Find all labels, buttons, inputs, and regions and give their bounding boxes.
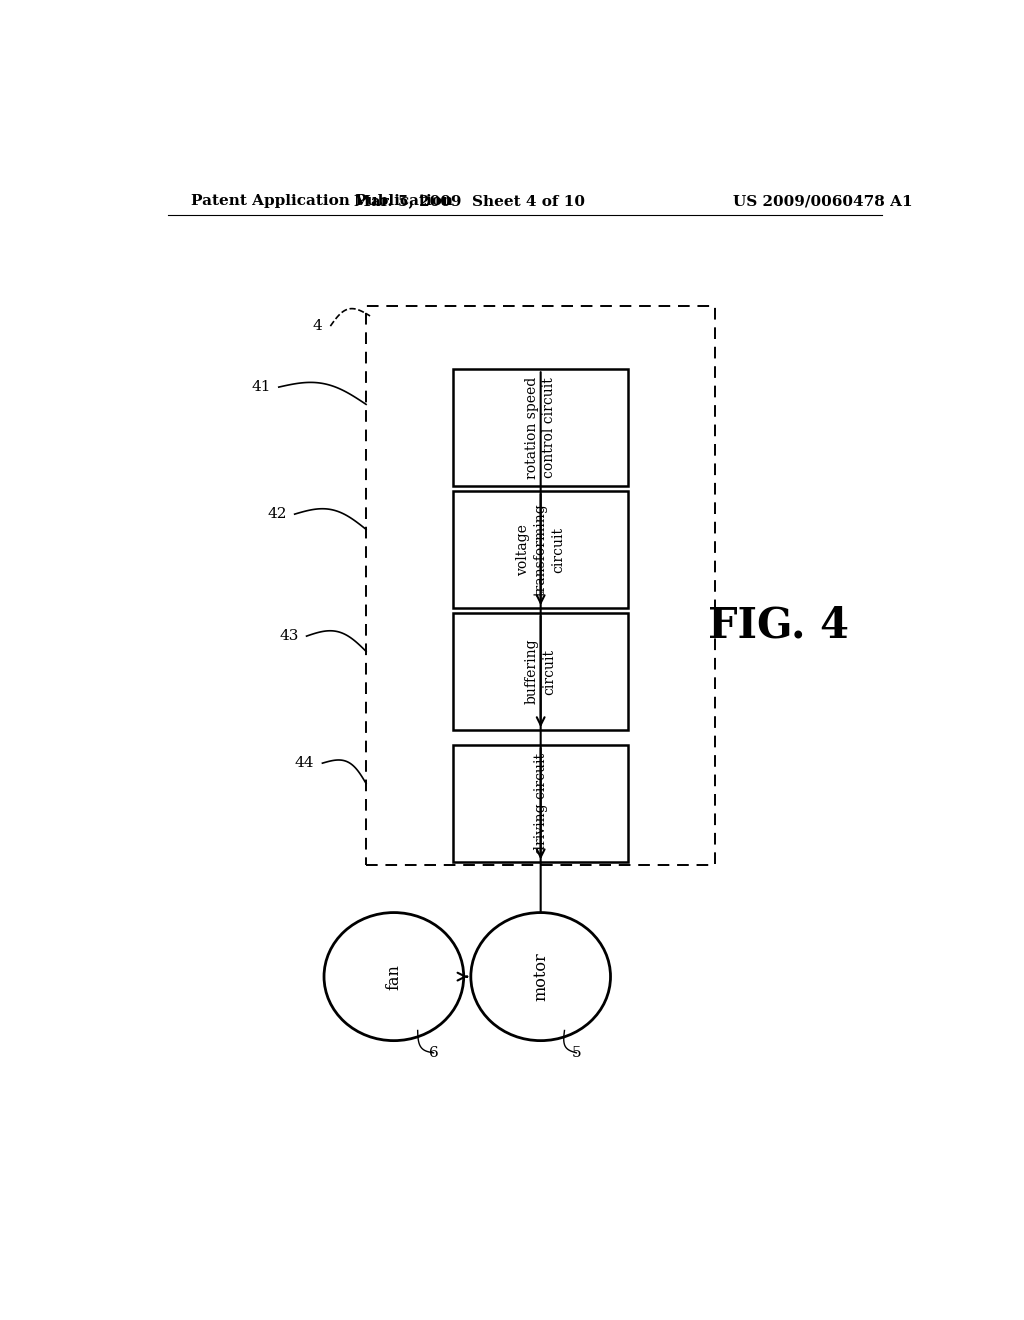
Text: 6: 6 bbox=[429, 1045, 438, 1060]
Text: fan: fan bbox=[385, 964, 402, 990]
Ellipse shape bbox=[324, 912, 464, 1040]
Text: 42: 42 bbox=[267, 507, 287, 521]
Text: Mar. 5, 2009  Sheet 4 of 10: Mar. 5, 2009 Sheet 4 of 10 bbox=[353, 194, 585, 209]
Text: buffering
circuit: buffering circuit bbox=[525, 639, 556, 705]
Text: 44: 44 bbox=[295, 756, 314, 770]
Bar bbox=[454, 491, 628, 609]
Ellipse shape bbox=[471, 912, 610, 1040]
Text: driving circuit: driving circuit bbox=[534, 754, 548, 854]
Text: Patent Application Publication: Patent Application Publication bbox=[191, 194, 454, 209]
Text: 5: 5 bbox=[571, 1045, 582, 1060]
Text: 41: 41 bbox=[251, 380, 270, 395]
Text: voltage
transforming
circuit: voltage transforming circuit bbox=[516, 503, 565, 597]
Bar bbox=[454, 370, 628, 486]
Bar bbox=[454, 614, 628, 730]
Text: FIG. 4: FIG. 4 bbox=[709, 605, 849, 647]
Bar bbox=[367, 306, 715, 865]
Text: rotation speed
control circuit: rotation speed control circuit bbox=[525, 376, 556, 479]
Text: US 2009/0060478 A1: US 2009/0060478 A1 bbox=[732, 194, 912, 209]
Text: 43: 43 bbox=[280, 630, 299, 643]
Text: 4: 4 bbox=[312, 319, 323, 333]
Text: motor: motor bbox=[532, 952, 549, 1001]
Bar bbox=[454, 746, 628, 862]
